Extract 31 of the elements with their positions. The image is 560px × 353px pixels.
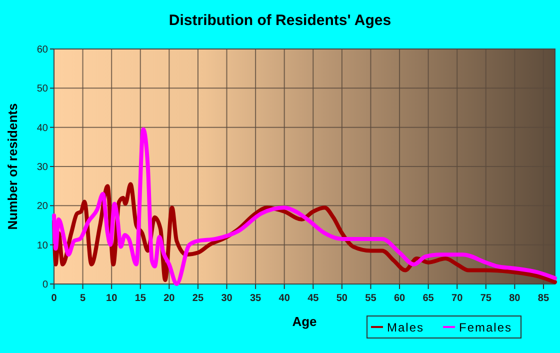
x-tick-label: 20: [164, 293, 176, 304]
y-tick-label: 40: [36, 122, 48, 134]
x-tick-label: 70: [452, 293, 464, 304]
x-tick-label: 40: [278, 293, 290, 304]
x-tick-label: 85: [538, 293, 550, 304]
y-tick-label: 0: [42, 280, 48, 290]
x-tick-label: 35: [250, 293, 262, 304]
x-tick-label: 60: [394, 293, 406, 304]
y-axis-title: Number of residents: [5, 103, 20, 230]
x-tick-label: 15: [134, 293, 146, 304]
x-tick-label: 65: [422, 293, 434, 304]
y-tick-label: 20: [36, 201, 48, 212]
y-tick-label: 50: [36, 84, 48, 95]
x-tick-label: 5: [80, 293, 86, 304]
y-tick-label: 60: [36, 44, 48, 56]
x-axis-title: Age: [292, 314, 317, 329]
legend-label: Males: [387, 320, 424, 334]
x-tick-label: 50: [336, 293, 348, 304]
legend-label: Females: [459, 320, 512, 334]
line-series: [52, 127, 557, 286]
x-tick-label: 30: [221, 293, 233, 304]
x-tick-label: 0: [51, 293, 58, 304]
x-tick-label: 75: [480, 293, 492, 304]
x-tick-label: 80: [509, 293, 521, 304]
x-tick-label: 25: [192, 293, 204, 304]
y-tick-label: 30: [36, 162, 48, 173]
chart-title: Distribution of Residents' Ages: [168, 12, 392, 29]
x-tick-label: 10: [106, 293, 118, 304]
y-tick-label: 10: [36, 240, 48, 252]
x-tick-label: 45: [308, 293, 320, 304]
x-tick-label: 55: [365, 293, 377, 304]
